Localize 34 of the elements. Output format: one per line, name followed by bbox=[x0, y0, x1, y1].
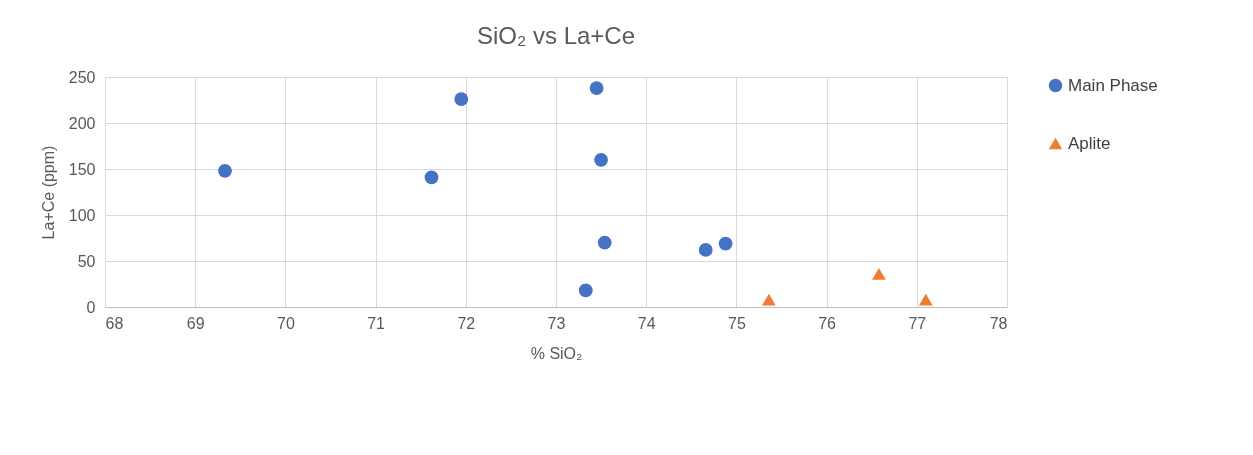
x-tick-label: 68 bbox=[105, 314, 124, 332]
point bbox=[718, 236, 733, 251]
x-tick-label: 69 bbox=[186, 314, 205, 332]
x-tick-label: 70 bbox=[277, 314, 295, 332]
y-tick-label: 250 bbox=[68, 68, 96, 86]
y-tick-label: 200 bbox=[68, 114, 96, 132]
point bbox=[761, 293, 776, 306]
x-tick-label: 72 bbox=[457, 314, 476, 332]
x-tick-label: 73 bbox=[547, 314, 566, 332]
point bbox=[218, 163, 232, 178]
x-tick-label: 75 bbox=[728, 314, 746, 332]
y-tick-label: 0 bbox=[86, 298, 96, 316]
point bbox=[578, 283, 593, 298]
x-tick-label: 74 bbox=[637, 314, 656, 332]
y-axis-title: La+Ce (ppm) bbox=[39, 145, 57, 240]
point bbox=[454, 92, 469, 106]
y-tick-label: 50 bbox=[77, 252, 96, 270]
x-tick-label: 76 bbox=[818, 314, 837, 332]
legend-label: Aplite bbox=[1068, 133, 1111, 153]
y-tick-label: 100 bbox=[68, 206, 96, 224]
point bbox=[424, 170, 439, 185]
x-tick-label: 77 bbox=[908, 314, 927, 332]
point bbox=[872, 267, 886, 280]
point bbox=[918, 293, 933, 306]
x-axis-title: % SiO₂ bbox=[530, 344, 583, 362]
x-tick-label: 71 bbox=[367, 314, 386, 332]
y-tick-label: 150 bbox=[68, 160, 96, 178]
point bbox=[594, 152, 608, 167]
point bbox=[698, 243, 713, 257]
point bbox=[589, 81, 604, 95]
point bbox=[597, 235, 612, 250]
legend-label: Main Phase bbox=[1068, 75, 1158, 95]
chart-title: SiO₂ vs La+Ce bbox=[476, 22, 636, 49]
x-tick-label: 78 bbox=[989, 314, 1008, 332]
